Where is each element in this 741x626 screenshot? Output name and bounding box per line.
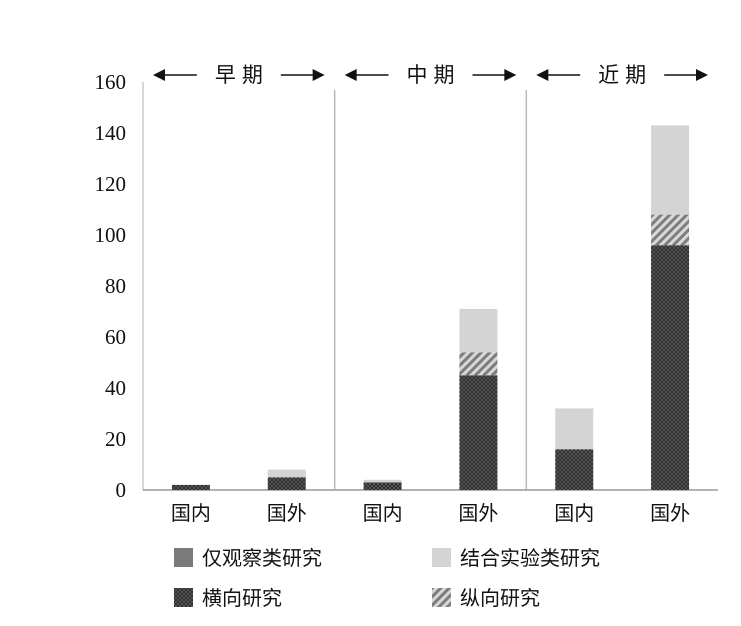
y-tick-label: 100 [95, 223, 127, 247]
y-tick-label: 140 [95, 121, 127, 145]
y-tick-label: 160 [95, 70, 127, 94]
period-headers: 早期 中期 近期 [153, 63, 708, 490]
y-tick-label: 60 [105, 325, 126, 349]
legend-item: 结合实验类研究 [432, 546, 600, 570]
legend-swatch [174, 588, 193, 607]
arrow-left-icon [153, 69, 197, 81]
legend-item: 仅观察类研究 [174, 546, 322, 570]
y-tick-label: 0 [116, 478, 127, 502]
bars [171, 125, 690, 490]
legend-item: 纵向研究 [432, 586, 540, 610]
legend-swatch [174, 548, 193, 567]
x-tick-label: 国外 [267, 501, 307, 525]
period-label: 早期 [215, 63, 269, 87]
legend-label: 横向研究 [202, 586, 282, 610]
arrow-right-icon [280, 69, 325, 81]
x-tick-label: 国内 [363, 501, 403, 525]
legend-label: 纵向研究 [460, 586, 540, 610]
y-tick-label: 80 [105, 274, 126, 298]
x-tick-label: 国内 [171, 501, 211, 525]
legend-item: 横向研究 [174, 586, 282, 610]
x-tick-labels: 国内 国外 国内 国外 国内 国外 [171, 501, 690, 525]
y-tick-label: 40 [105, 376, 126, 400]
y-tick-label: 20 [105, 427, 126, 451]
bar-segment [459, 308, 498, 353]
arrow-right-icon [472, 69, 517, 81]
axes: 0 20 40 60 80 100 120 140 160 [95, 70, 718, 502]
bar-segment [651, 245, 690, 490]
bar-segment [555, 408, 594, 450]
bar-segment [651, 214, 690, 246]
legend-swatch [432, 588, 451, 607]
bar-segment [171, 484, 210, 490]
legend-swatch [432, 548, 451, 567]
bar-segment [267, 477, 306, 490]
bar-segment [459, 375, 498, 490]
x-tick-label: 国外 [458, 501, 498, 525]
legend-label: 结合实验类研究 [460, 546, 600, 570]
period-label: 中期 [407, 63, 461, 87]
arrow-left-icon [536, 69, 581, 81]
bar-segment [267, 469, 306, 478]
y-tick-label: 120 [95, 172, 127, 196]
bar-segment [459, 352, 498, 376]
bar-segment [555, 449, 594, 490]
arrow-right-icon [664, 69, 708, 81]
x-tick-label: 国外 [650, 501, 690, 525]
arrow-left-icon [344, 69, 389, 81]
bar-segment [651, 125, 690, 215]
period-label: 近期 [598, 63, 652, 87]
bar-segment [363, 479, 402, 483]
x-tick-label: 国内 [554, 501, 594, 525]
legend-label: 仅观察类研究 [202, 546, 322, 570]
bar-segment [363, 482, 402, 490]
